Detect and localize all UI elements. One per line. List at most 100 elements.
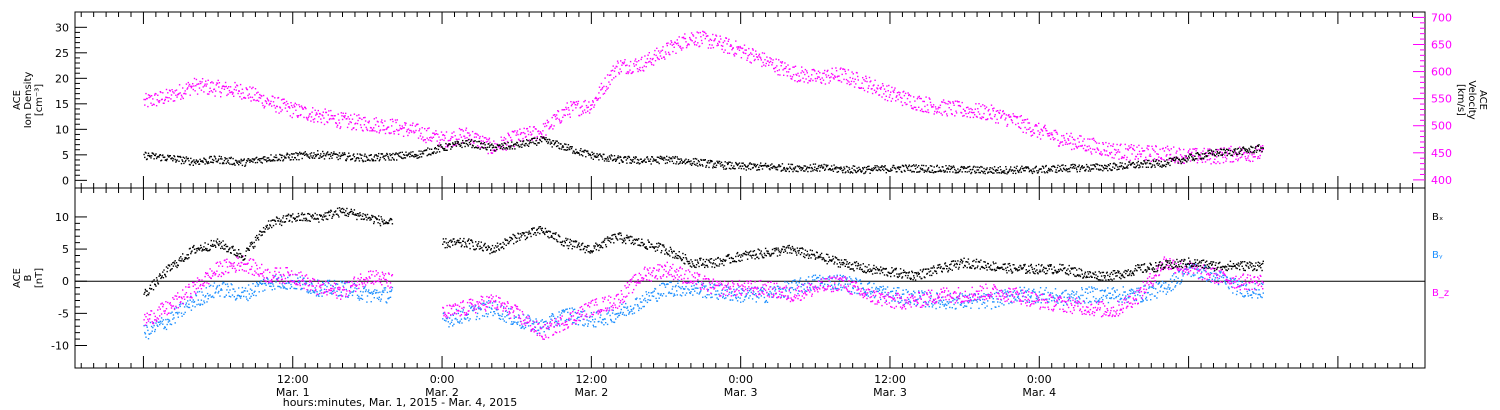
density-point [980, 165, 982, 168]
density-point [188, 160, 190, 162]
velocity-point [626, 64, 628, 66]
density-point [1174, 158, 1177, 160]
by-point [469, 318, 471, 320]
velocity-point [781, 62, 783, 64]
density-point [1027, 166, 1029, 168]
by-point [671, 288, 673, 290]
velocity-point [650, 62, 652, 64]
by-point [185, 302, 188, 304]
density-point [769, 168, 771, 171]
velocity-point [1117, 151, 1119, 153]
velocity-point [1076, 147, 1078, 149]
velocity-point [1071, 136, 1073, 138]
by-point [645, 291, 647, 293]
velocity-point [1063, 137, 1065, 139]
velocity-point [832, 77, 835, 79]
density-point [148, 154, 150, 157]
density-point [824, 169, 826, 171]
density-point [1160, 165, 1162, 167]
velocity-point [147, 105, 149, 108]
density-point [1141, 166, 1144, 168]
velocity-point [866, 80, 868, 83]
velocity-point [583, 101, 585, 103]
velocity-point [323, 117, 325, 119]
velocity-point [364, 116, 366, 119]
density-point [1252, 146, 1254, 149]
density-point [490, 149, 492, 151]
density-point [538, 142, 540, 144]
density-point [402, 157, 404, 160]
by-point [675, 284, 677, 287]
density-point [1224, 152, 1226, 154]
density-point [909, 169, 912, 171]
density-point [790, 163, 792, 166]
velocity-point [771, 64, 773, 66]
by-point [672, 285, 674, 288]
density-point [415, 155, 418, 157]
velocity-point [783, 74, 785, 76]
density-point [817, 165, 820, 168]
density-point [557, 142, 560, 144]
by-point [361, 294, 363, 297]
density-point [199, 158, 201, 161]
density-point [303, 154, 306, 156]
density-point [800, 169, 802, 172]
by-point [316, 291, 318, 293]
velocity-point [545, 125, 548, 127]
velocity-point [290, 104, 293, 107]
velocity-point [279, 106, 281, 108]
velocity-point [785, 66, 787, 68]
density-point [794, 166, 797, 168]
velocity-point [726, 43, 728, 45]
velocity-point [397, 133, 400, 135]
density-point [195, 159, 198, 161]
by-point [389, 290, 391, 293]
density-point [978, 171, 980, 174]
velocity-point [1106, 154, 1108, 156]
by-point [343, 280, 345, 282]
density-point [1213, 153, 1215, 156]
density-point [914, 165, 916, 167]
density-point [610, 158, 612, 160]
density-point [1079, 168, 1082, 170]
density-point [297, 154, 299, 157]
density-point [372, 159, 374, 161]
velocity-point [573, 101, 576, 104]
by-point [174, 322, 176, 324]
by-point [630, 308, 632, 311]
density-point [409, 153, 412, 155]
velocity-point [188, 85, 190, 87]
by-point [595, 312, 598, 314]
density-point [1013, 166, 1016, 168]
density-point [564, 143, 566, 145]
velocity-point [1133, 149, 1136, 152]
density-point [1226, 154, 1228, 157]
velocity-point [700, 36, 702, 38]
density-point [374, 159, 377, 162]
by-point [326, 285, 328, 288]
density-point [730, 164, 733, 167]
by-point [328, 282, 330, 285]
density-point [1059, 168, 1062, 170]
density-point [996, 172, 998, 174]
by-point [358, 295, 360, 298]
by-point [517, 321, 519, 323]
by-point [559, 314, 561, 316]
velocity-point [410, 131, 413, 133]
velocity-point [205, 80, 207, 82]
velocity-point [167, 100, 170, 102]
velocity-point [527, 133, 530, 136]
velocity-point [226, 94, 228, 97]
velocity-point [1031, 130, 1033, 132]
by-point [320, 289, 323, 291]
velocity-point [485, 141, 487, 143]
by-point [656, 300, 659, 302]
velocity-point [1037, 130, 1039, 132]
density-point [217, 159, 219, 162]
velocity-point [371, 130, 373, 132]
density-point [356, 157, 358, 159]
velocity-point [465, 129, 467, 131]
velocity-point [601, 88, 603, 90]
by-point [384, 287, 387, 289]
velocity-point [629, 60, 632, 63]
